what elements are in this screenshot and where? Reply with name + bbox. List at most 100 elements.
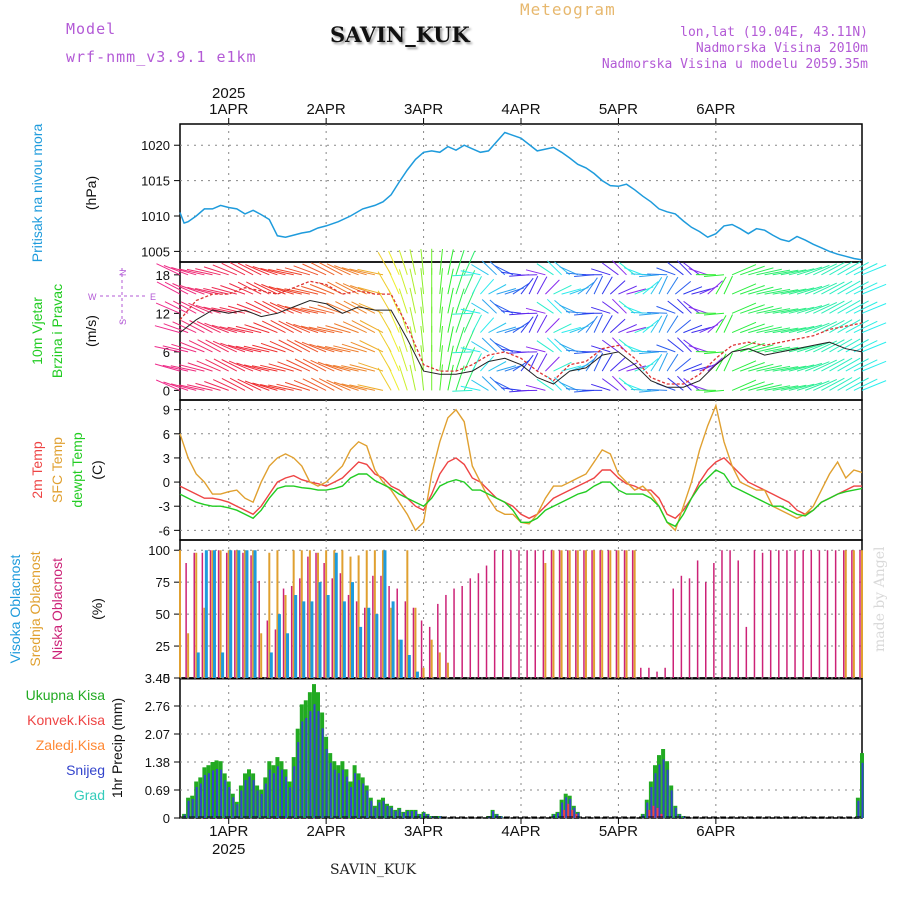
wind-barb xyxy=(623,267,643,276)
wind-barb xyxy=(788,364,815,372)
wind-barb xyxy=(398,365,408,391)
wind-barb xyxy=(626,288,647,295)
wind-barb xyxy=(845,358,869,372)
precip-snow-bar xyxy=(228,787,231,818)
wind-barb xyxy=(788,345,815,353)
wind-barb xyxy=(334,323,359,334)
wind-barb xyxy=(398,288,408,314)
wind-barb xyxy=(460,270,481,276)
wind-barb xyxy=(203,266,229,276)
wind-barb xyxy=(268,286,294,295)
wind-barb xyxy=(796,285,823,295)
wind-barb xyxy=(236,362,262,372)
precip-snow-bar xyxy=(427,814,430,818)
wind-barb xyxy=(447,345,454,372)
wind-barb xyxy=(585,277,598,295)
wind-barb xyxy=(221,377,246,391)
wind-barb xyxy=(294,340,319,353)
date-label-bottom: 1APR xyxy=(209,823,248,840)
date-label-bottom: 2APR xyxy=(307,823,346,840)
wind-barb xyxy=(647,389,668,391)
wind-barb xyxy=(326,263,351,276)
wind-barb xyxy=(162,345,189,353)
precip-snow-bar xyxy=(333,769,336,818)
wind-barb xyxy=(293,265,319,276)
wind-barb xyxy=(154,346,181,353)
wind-barb xyxy=(377,252,392,276)
ytick-label-temperature: -3 xyxy=(158,499,170,514)
wind-barb xyxy=(377,367,392,391)
wind-barb xyxy=(756,326,782,334)
wind-barb xyxy=(447,326,454,353)
wind-barb xyxy=(195,268,221,276)
wind-barb xyxy=(764,269,791,276)
precip-snow-bar xyxy=(207,773,210,818)
wind-barb xyxy=(349,364,376,372)
date-label-top: 2APR xyxy=(307,101,346,118)
wind-barb xyxy=(302,378,327,391)
precip-snow-bar xyxy=(577,812,580,818)
wind-barb xyxy=(845,281,869,295)
precip-snow-bar xyxy=(203,774,206,818)
precip-legend-3: Snijeg xyxy=(66,762,105,778)
wind-barb xyxy=(286,339,311,353)
wind-barb xyxy=(359,340,384,353)
wind-barb xyxy=(496,365,517,372)
wind-barb xyxy=(520,354,534,372)
wind-barb xyxy=(358,362,384,372)
wind-barb xyxy=(853,359,878,372)
wind-barb xyxy=(447,249,454,275)
wind-barb xyxy=(481,260,497,276)
wind-barb xyxy=(253,322,278,334)
precip-snow-bar xyxy=(337,773,340,818)
wind-barb xyxy=(683,378,700,391)
wind-barb xyxy=(178,268,205,276)
wind-barb xyxy=(377,309,392,333)
ytick-label-wind: 18 xyxy=(156,268,170,283)
wind-barb xyxy=(204,322,229,334)
wind-barb xyxy=(463,250,476,276)
ytick-label-clouds: 25 xyxy=(156,639,170,654)
wind-barb xyxy=(278,339,303,353)
wind-barb xyxy=(813,321,838,334)
precip-conv-bar xyxy=(571,809,574,818)
wind-barb xyxy=(237,378,262,391)
wind-barb xyxy=(623,344,643,353)
wind-barb xyxy=(703,351,725,355)
model-name: wrf-nmm_v3.9.1 e1km xyxy=(66,48,257,66)
wind-barb xyxy=(420,287,425,314)
wind-barb xyxy=(546,260,562,276)
wind-barb xyxy=(220,285,246,295)
wind-barb xyxy=(211,324,237,334)
wind-barb xyxy=(420,306,425,333)
precip-snow-bar xyxy=(646,802,649,818)
wind-barb xyxy=(481,337,497,353)
wind-barb xyxy=(688,383,708,391)
wind-barb xyxy=(196,360,221,372)
wind-barb xyxy=(845,377,869,391)
wind-barb xyxy=(480,278,495,295)
wind-barb xyxy=(740,304,765,314)
wind-barb xyxy=(821,281,845,295)
wind-barb xyxy=(463,308,476,333)
cloud-series-0 xyxy=(185,550,861,678)
wind-barb xyxy=(723,275,733,295)
wind-barb xyxy=(528,275,539,295)
wind-barb xyxy=(447,364,454,391)
wind-barb xyxy=(536,378,554,391)
wind-barb xyxy=(212,264,237,276)
precip-conv-bars xyxy=(563,803,663,818)
precip-legend-2: Zaledj.Kisa xyxy=(36,737,105,753)
wind-barb xyxy=(525,307,546,314)
wind-barb xyxy=(260,384,286,391)
wind-barb xyxy=(455,307,465,333)
wind-barb xyxy=(618,324,637,334)
wind-barb xyxy=(805,341,830,353)
wind-barb xyxy=(496,326,517,334)
wind-barb xyxy=(501,387,522,391)
precip-conv-bar xyxy=(567,803,570,818)
wind-barb xyxy=(439,325,443,352)
wind-barb xyxy=(471,379,489,391)
wind-barb xyxy=(683,324,703,334)
wind-barb xyxy=(350,285,376,295)
